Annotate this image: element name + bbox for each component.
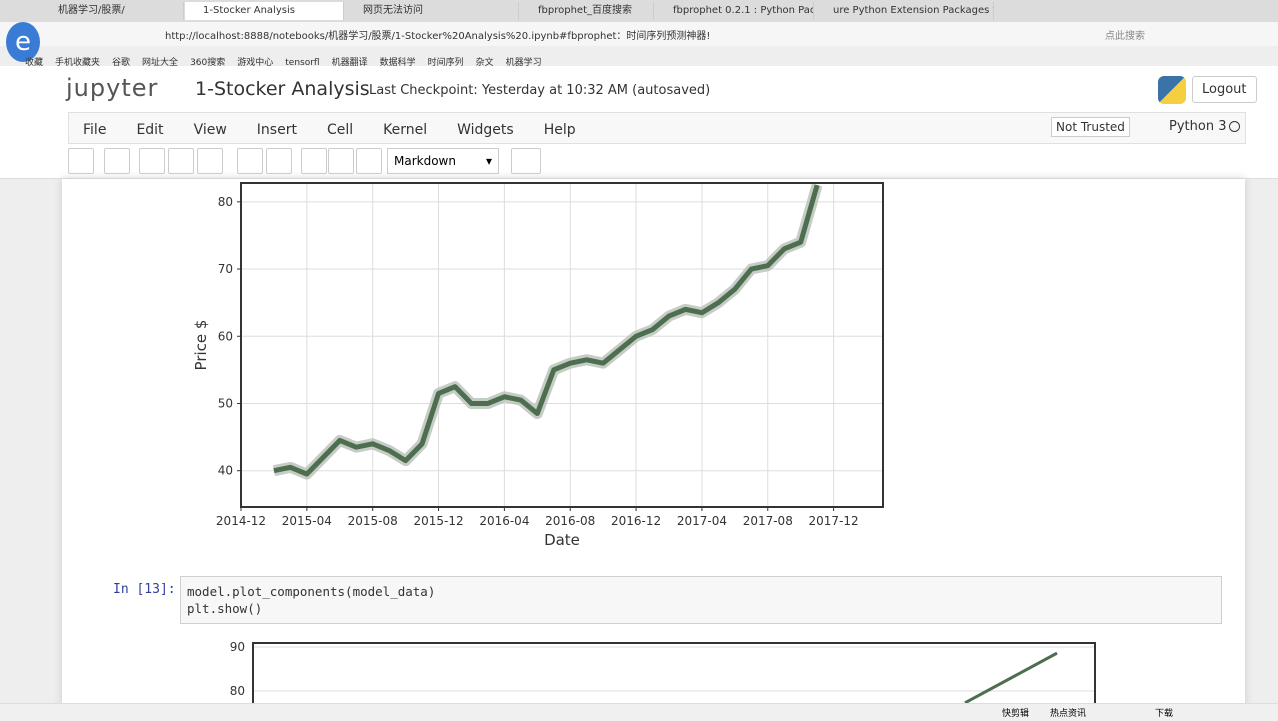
x-tick-label: 2016-04 (479, 514, 529, 528)
x-tick-label: 2017-08 (743, 514, 793, 528)
x-tick-label: 2016-08 (545, 514, 595, 528)
x-tick-label: 2015-12 (413, 514, 463, 528)
x-tick-label: 2014-12 (216, 514, 266, 528)
bookmark[interactable]: 网址大全 (142, 58, 179, 68)
bookmark[interactable]: 360搜索 (190, 58, 226, 68)
bookmark[interactable]: 机器学习 (505, 58, 542, 68)
status-item[interactable]: 快剪辑 (1002, 709, 1030, 719)
bookmark[interactable]: 收藏 (25, 58, 44, 68)
menu-item[interactable]: Help (543, 122, 576, 138)
move-down-button[interactable] (266, 148, 292, 174)
browser-tab[interactable]: fbprophet 0.2.1 : Python Pack (655, 2, 814, 20)
insert-button[interactable] (104, 148, 130, 174)
menu-item[interactable]: File (83, 122, 107, 138)
x-tick-label: 2017-04 (677, 514, 727, 528)
jupyter-logo[interactable]: jupyter (66, 74, 159, 102)
save-button[interactable] (68, 148, 94, 174)
status-item[interactable]: 下载 (1155, 709, 1174, 719)
restart-button[interactable] (356, 148, 382, 174)
x-axis-label: Date (544, 531, 580, 549)
menu-item[interactable]: Cell (326, 122, 354, 138)
menu-item[interactable]: View (193, 122, 227, 138)
y-axis-label: Price $ (192, 320, 210, 371)
stop-button[interactable] (328, 148, 354, 174)
kernel-name: Python 3 (1169, 119, 1227, 134)
y-tick-label: 90 (230, 640, 245, 654)
plot-frame (252, 642, 1096, 703)
trend-line (964, 651, 1058, 703)
paste-button[interactable] (197, 148, 223, 174)
status-item[interactable]: 热点资讯 (1050, 709, 1087, 719)
cut-button[interactable] (139, 148, 165, 174)
bookmark[interactable]: 游戏中心 (237, 58, 274, 68)
menu-item[interactable]: Widgets (457, 122, 514, 138)
y-tick-label: 70 (218, 262, 233, 276)
tab-bar: 机器学习/股票/1-Stocker Analysis 网页无法访问 fbprophe… (0, 0, 1278, 22)
bookmark[interactable]: 机器翻译 (331, 58, 368, 68)
menu-item[interactable]: Kernel (383, 122, 428, 138)
keyboard-button[interactable] (511, 148, 541, 174)
x-tick-label: 2015-08 (348, 514, 398, 528)
status-bar: 快剪辑 热点资讯 下载 (0, 703, 1278, 721)
run-button[interactable] (301, 148, 327, 174)
code-cell[interactable]: model.plot_components(model_data) plt.sh… (180, 576, 1222, 624)
python-logo (1158, 76, 1186, 104)
cell-prompt: In [13]: (113, 582, 176, 597)
y-tick-label: 50 (218, 396, 233, 410)
browser-tab[interactable]: 网页无法访问 (345, 2, 519, 20)
y-tick-label: 40 (218, 464, 233, 478)
logout-button[interactable]: Logout (1192, 76, 1257, 103)
bookmark[interactable]: tensorfl (285, 58, 320, 68)
browser-tab[interactable]: 1-Stocker Analysis (185, 2, 344, 20)
y-tick-label: 60 (218, 329, 233, 343)
search-box[interactable]: 点此搜索 (1105, 31, 1145, 42)
browser-logo: e (6, 22, 40, 62)
notebook-name[interactable]: 1-Stocker Analysis (195, 78, 370, 100)
copy-button[interactable] (168, 148, 194, 174)
bookmark[interactable]: 数据科学 (379, 58, 416, 68)
cell-type: Markdown (394, 154, 456, 168)
kernel-indicator (1229, 121, 1240, 132)
bookmark[interactable]: 手机收藏夹 (55, 58, 101, 68)
menu: File Edit View Insert Cell Kernel Widgets Help (83, 119, 606, 138)
address-bar: e http://localhost:8888/notebooks/机器学习/股… (0, 22, 1278, 62)
y-tick-label: 80 (230, 684, 245, 698)
bookmark[interactable]: 时间序列 (427, 58, 464, 68)
code-line: model.plot_components(model_data) (187, 584, 436, 599)
browser-tab[interactable]: fbprophet_百度搜索 (520, 2, 654, 20)
bookmark[interactable]: 杂文 (475, 58, 494, 68)
menubar: File Edit View Insert Cell Kernel Widgets Help … (68, 112, 1246, 144)
x-tick-label: 2017-12 (809, 514, 859, 528)
url[interactable]: http://localhost:8888/notebooks/机器学习/股票/… (165, 31, 711, 42)
move-up-button[interactable] (237, 148, 263, 174)
browser-tab[interactable]: 机器学习/股票/ (40, 2, 184, 20)
trust-indicator[interactable]: Not Trusted (1051, 117, 1130, 137)
code-line: plt.show() (187, 601, 263, 616)
plot-frame (240, 182, 884, 508)
y-tick-label: 80 (218, 195, 233, 209)
browser-tab[interactable]: ure Python Extension Packages fo (815, 2, 994, 20)
menu-item[interactable]: Edit (136, 122, 164, 138)
price-line (273, 184, 820, 477)
bookmark[interactable]: 谷歌 (112, 58, 131, 68)
cell-type-select[interactable]: Markdown ▾ (387, 148, 499, 174)
x-tick-label: 2015-04 (282, 514, 332, 528)
menu-item[interactable]: Insert (256, 122, 297, 138)
uncertainty-band (272, 183, 823, 480)
charts: 40 50 60 70 80 2014-12 2015-04 2015-08 2015-12 20… (192, 182, 1096, 703)
x-tick-label: 2016-12 (611, 514, 661, 528)
checkpoint: Last Checkpoint: Yesterday at 10:32 AM (… (369, 83, 711, 98)
bookmarks-bar: 收藏 手机收藏夹 谷歌 网址大全 360搜索 游戏中心 tensorfl 机器翻译 数据科学 时间… (25, 50, 1275, 68)
